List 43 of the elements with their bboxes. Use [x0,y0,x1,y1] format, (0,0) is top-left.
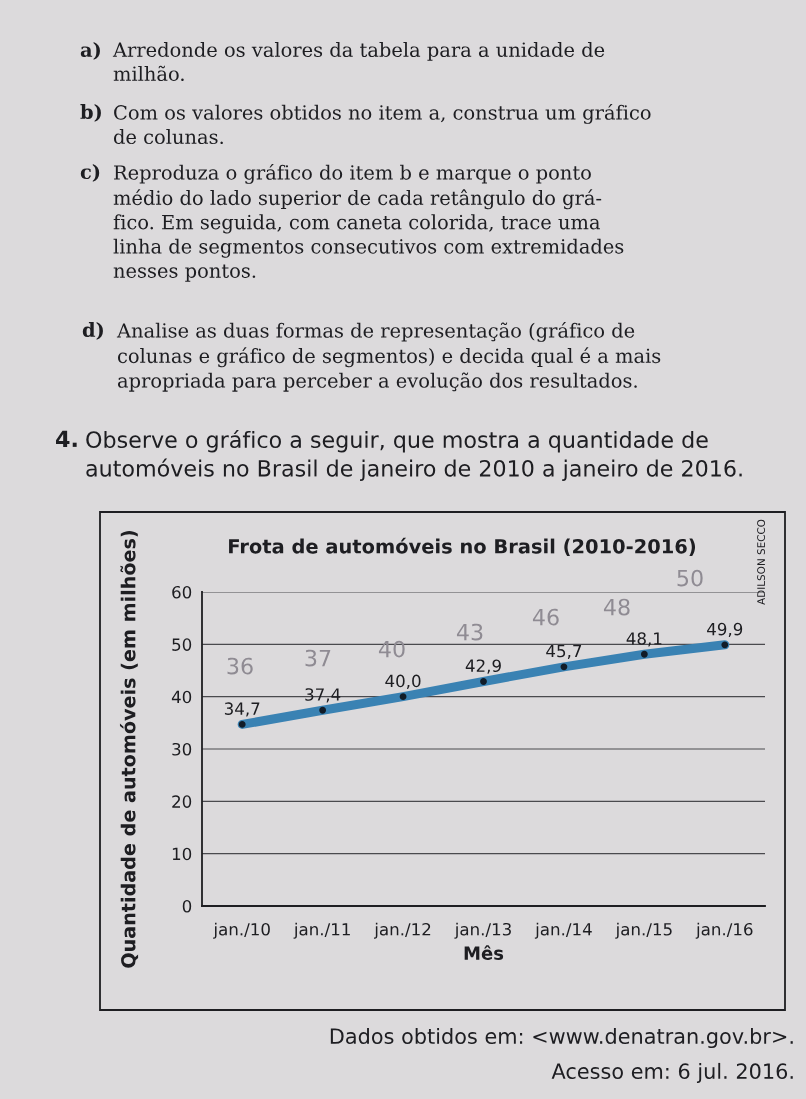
y-tick-label: 20 [172,795,192,808]
annotation: 48 [603,598,630,616]
text: c) [80,164,100,182]
x-tick-label: jan./15 [615,922,672,939]
annotation: 36 [227,657,253,675]
annotation: ADILSON SECCO [757,519,766,605]
x-tick-label: jan./10 [213,922,270,939]
y-tick-label: 10 [172,847,192,861]
data-label: 48,1 [626,632,662,647]
annotation: 46 [532,608,559,626]
annotation: 43 [456,623,483,641]
x-tick-label: jan./14 [534,922,592,939]
annotation: 37 [305,649,331,667]
y-tick-label: 50 [172,638,192,651]
text: Analise as duas formas de representação (gráfico de colunas e gráfico de segmentos) e decida qual é a mais apropriada para perceber a evolução dos resultados. [116,322,661,392]
text: a) [80,42,100,60]
text: Dados obtidos em: <www.denatran.gov.br>. [330,1027,793,1049]
text: Observe o gráfico a seguir, que mostra a quantidade de automóveis no Brasil de janeiro de 2010 a janeiro de 2016. [86,430,742,482]
text: 4. [56,430,77,447]
x-tick-label: jan./16 [695,922,753,939]
x-tick-label: jan./11 [293,922,350,939]
chart-title: Frota de automóveis no Brasil (2010-2016) [229,537,696,556]
x-tick-label: jan./13 [454,922,511,939]
data-label: 45,7 [546,644,582,660]
y-tick-label: 60 [172,585,192,599]
text: Reproduza o gráfico do item b e marque o ponto médio do lado superior de cada retângulo do grá- fico. Em seguida, com caneta colorida, trace uma linha de segmentos consecutivos com extremidades nesses pontos. [113,164,624,282]
y-tick-label: 0 [182,899,192,913]
data-label: 49,9 [707,622,743,638]
text: b) [80,104,101,122]
x-axis-title: Mês [464,945,504,960]
y-tick-label: 30 [172,742,192,756]
text: Arredonde os valores da tabela para a unidade de milhão. [112,42,605,82]
text: Com os valores obtidos no item a, construa um gráfico de colunas. [113,104,651,145]
data-label: 42,9 [465,659,501,674]
text: Acesso em: 6 jul. 2016. [551,1062,793,1084]
x-tick-label: jan./12 [374,922,431,939]
y-tick-label: 40 [171,690,192,704]
y-axis-title: Quantidade de automóveis (em milhões) [119,530,139,968]
text: 50 [677,569,703,587]
text: d) [82,322,103,340]
data-label: 34,7 [224,702,260,717]
annotation: 40 [378,640,405,658]
data-label: 40,0 [385,674,421,689]
